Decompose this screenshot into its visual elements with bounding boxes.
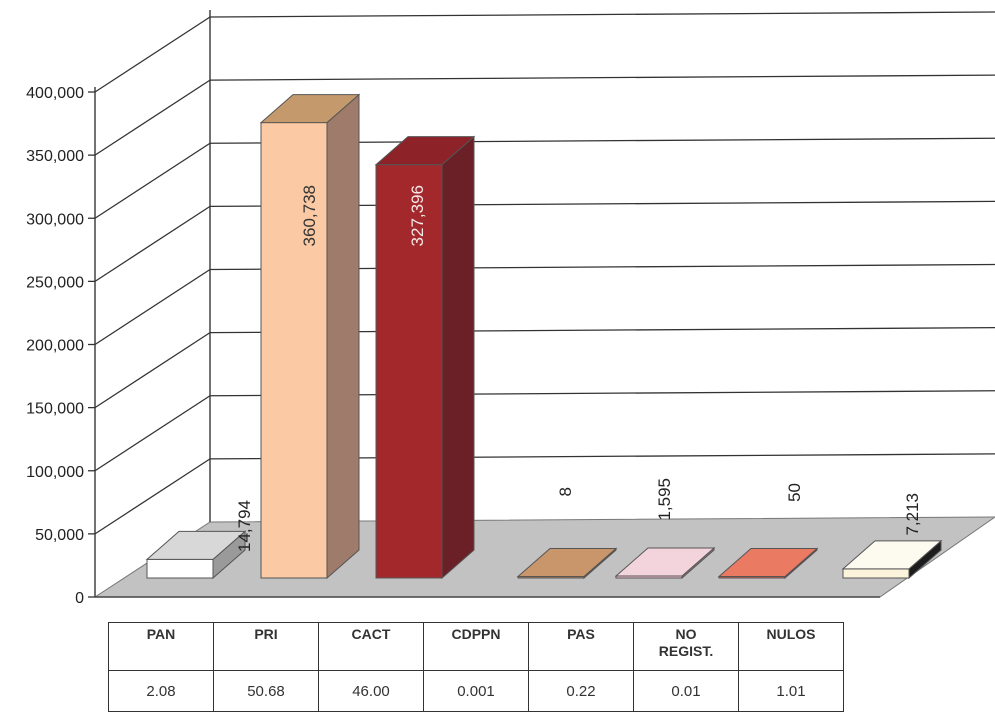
bar-pri — [259, 93, 361, 580]
table-header-row: PAN PRI CACT CDPPN PAS NO REGIST. NULOS — [108, 622, 844, 671]
gridline-side — [94, 458, 211, 535]
table-header-pan: PAN — [108, 622, 214, 671]
y-tick-label: 400,000 — [26, 85, 84, 102]
gridline-back — [209, 11, 995, 18]
y-tick-label: 0 — [75, 590, 84, 607]
bar-top-cact — [374, 136, 476, 166]
bars — [145, 93, 943, 580]
table-value-nulos: 1.01 — [738, 670, 844, 712]
bar-chart: 0 50,000 100,000 150,000 200,000 250,000 300,0… — [26, 10, 995, 607]
bar-top-pan — [145, 530, 247, 560]
y-tick-label: 250,000 — [26, 274, 84, 291]
bar-front-pan — [146, 558, 214, 579]
data-label-pri: 360,738 — [300, 185, 319, 246]
table-value-cact: 46.00 — [318, 670, 424, 712]
bar-cact — [374, 135, 476, 580]
bar-top-no-regist — [717, 548, 819, 577]
y-tick-label: 350,000 — [26, 148, 84, 165]
bar-top-pas — [614, 547, 716, 577]
data-labels: 14,794 360,738 327,396 8 1,595 50 7,213 — [235, 185, 922, 552]
gridline-side — [94, 268, 211, 346]
table-header-nulos: NULOS — [738, 622, 844, 671]
chart-walls — [93, 10, 995, 598]
table-header-no-regist: NO REGIST. — [633, 622, 739, 671]
y-tick-label: 100,000 — [26, 464, 84, 481]
bar-pas — [614, 546, 716, 580]
table-value-row: 2.08 50.68 46.00 0.001 0.22 0.01 1.01 — [108, 670, 844, 712]
data-label-pas: 1,595 — [655, 478, 674, 521]
bar-cdppn — [516, 547, 618, 580]
bar-front-nulos — [842, 568, 910, 579]
data-label-nulos: 7,213 — [903, 493, 922, 536]
bar-top-nulos — [841, 540, 943, 570]
bar-top-pri — [259, 94, 361, 124]
table-value-pas: 0.22 — [528, 670, 634, 712]
y-tick-label: 300,000 — [26, 211, 84, 228]
gridline-side — [94, 332, 211, 409]
data-label-cact: 327,396 — [408, 185, 427, 246]
table-value-pri: 50.68 — [213, 670, 319, 712]
table-value-no-regist: 0.01 — [633, 670, 739, 712]
gridline-side — [94, 205, 211, 282]
table-header-pas: PAS — [528, 622, 634, 671]
data-label-pan: 14,794 — [235, 500, 254, 552]
table-header-cact: CACT — [318, 622, 424, 671]
gridline-side — [94, 142, 211, 219]
y-tick-label: 200,000 — [26, 338, 84, 355]
y-tick-label: 150,000 — [26, 401, 84, 418]
bar-front-pri — [260, 122, 328, 579]
gridline-side — [94, 16, 211, 93]
table-header-pri: PRI — [213, 622, 319, 671]
gridline-side — [94, 395, 211, 472]
data-label-cdppn: 8 — [556, 487, 575, 496]
y-axis-tick-labels: 0 50,000 100,000 150,000 200,000 250,000 300,0… — [26, 85, 84, 607]
bar-no-regist — [717, 547, 819, 580]
y-tick-label: 50,000 — [35, 527, 84, 544]
bar-side-cact — [441, 135, 475, 580]
gridlines — [88, 11, 995, 598]
bar-top-cdppn — [516, 548, 618, 577]
bar-nulos — [841, 539, 943, 580]
table-value-cdppn: 0.001 — [423, 670, 529, 712]
gridline-back — [209, 74, 995, 81]
bar-side-pri — [326, 93, 360, 580]
table-header-cdppn: CDPPN — [423, 622, 529, 671]
bar-pan — [145, 530, 247, 580]
data-label-no-regist: 50 — [785, 483, 804, 502]
percentage-table: PAN PRI CACT CDPPN PAS NO REGIST. NULOS 2.08 50.… — [108, 622, 844, 712]
gridline-side — [94, 79, 211, 156]
table-value-pan: 2.08 — [108, 670, 214, 712]
